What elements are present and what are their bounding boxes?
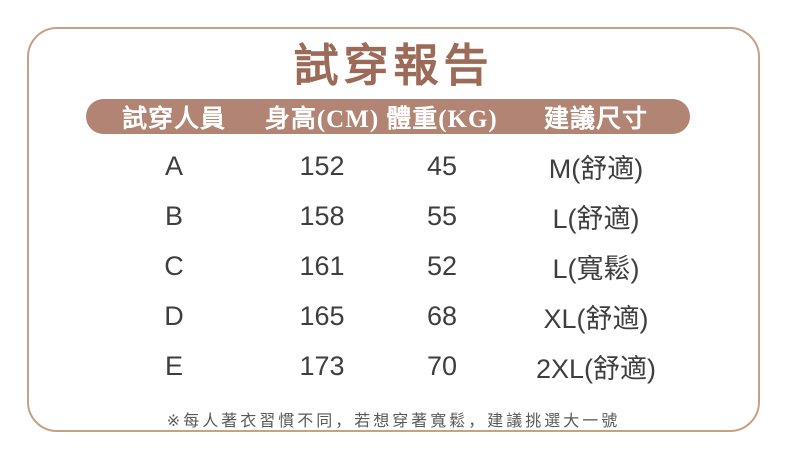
table-header: 試穿人員 身高(CM) 體重(KG) 建議尺寸: [86, 99, 690, 134]
report-title: 試穿報告: [293, 41, 494, 91]
tryon-report-card: 試穿報告 試穿人員 身高(CM) 體重(KG) 建議尺寸 A 152 45 M(…: [27, 27, 760, 432]
table-row: C 161 52 L(寬鬆): [86, 241, 690, 291]
header-cell-height: 身高(CM): [264, 106, 380, 133]
cell-person: B: [164, 200, 183, 231]
header-cell-size: 建議尺寸: [543, 106, 648, 133]
table-body: A 152 45 M(舒適) B 158 55 L(舒適) C 161 52 L…: [86, 141, 690, 391]
cell-height: 161: [299, 250, 345, 281]
cell-size: 2XL(舒適): [535, 353, 657, 384]
cell-weight: 68: [426, 300, 458, 331]
cell-size: L(寬鬆): [552, 253, 640, 284]
table-row: A 152 45 M(舒適): [86, 141, 690, 191]
header-cell-weight: 體重(KG): [386, 106, 498, 133]
cell-weight: 55: [426, 200, 458, 231]
cell-person: D: [164, 300, 184, 331]
cell-person: A: [164, 150, 183, 181]
table-row: E 173 70 2XL(舒適): [86, 341, 690, 391]
cell-height: 158: [299, 200, 345, 231]
table-row: D 165 68 XL(舒適): [86, 291, 690, 341]
cell-weight: 70: [426, 350, 458, 381]
cell-height: 173: [299, 350, 345, 381]
cell-weight: 45: [426, 150, 458, 181]
header-cell-person: 試穿人員: [121, 106, 226, 133]
cell-size: M(舒適): [548, 153, 644, 184]
cell-height: 165: [299, 300, 345, 331]
cell-person: C: [164, 250, 184, 281]
footnote: ※每人著衣習慣不同，若想穿著寬鬆，建議挑選大一號: [166, 413, 621, 430]
table-row: B 158 55 L(舒適): [86, 191, 690, 241]
cell-size: L(舒適): [552, 203, 640, 234]
cell-size: XL(舒適): [543, 303, 649, 334]
cell-person: E: [164, 350, 183, 381]
cell-height: 152: [299, 150, 345, 181]
cell-weight: 52: [426, 250, 458, 281]
